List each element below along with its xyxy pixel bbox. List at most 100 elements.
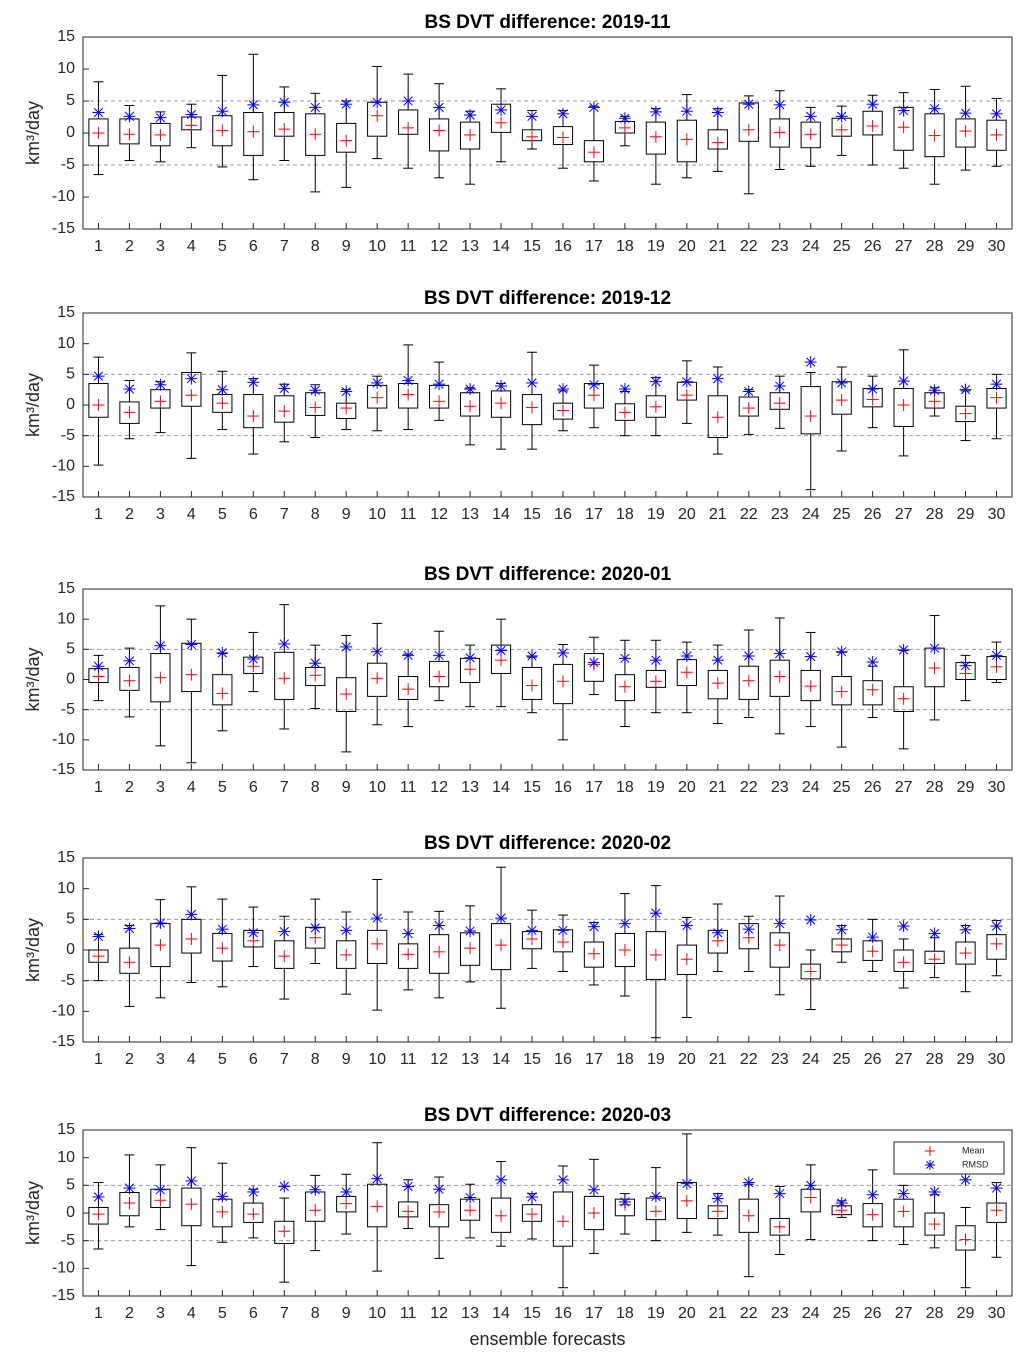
star-d2 [558,1175,568,1185]
box [583,1195,605,1231]
x-tick-label: 7 [280,1305,289,1322]
rmsd-marker [309,101,322,114]
mean-marker [216,1205,229,1218]
star-d2 [155,918,166,928]
x-tick-label: 21 [709,1305,727,1322]
rmsd-marker [804,913,817,926]
y-tick-label: -10 [52,188,75,205]
rmsd-marker [928,102,941,115]
x-tick-label: 25 [833,1305,851,1322]
star-d2 [124,384,135,394]
star-d2 [713,373,723,384]
rmsd-marker [556,646,569,659]
mean-marker [773,670,786,683]
mean-marker [897,121,910,134]
x-tick-label: 16 [554,779,572,796]
rmsd-marker [464,651,477,664]
plot-frame [82,312,1013,498]
star-d2 [93,1192,104,1202]
y-tick-label: 5 [66,366,75,383]
star-d2 [898,105,909,116]
x-tick-label: 15 [523,779,541,796]
x-tick-label: 26 [864,506,882,523]
box [119,666,140,691]
rmsd-marker [866,1188,879,1201]
star-d2 [775,918,785,929]
chart-title: BS DVT difference: 2019-12 [424,288,671,309]
rmsd-marker [990,378,1003,391]
box [274,1220,295,1244]
rmsd-marker [154,111,167,124]
box [769,118,790,148]
chart-title: BS DVT difference: 2020-03 [424,1105,671,1126]
star-d2 [651,1191,661,1202]
x-tick-label: 18 [616,1051,634,1068]
star-d2 [682,377,692,387]
star-d2 [310,923,320,933]
rmsd-marker [742,649,755,662]
star-d2 [186,909,197,920]
rmsd-marker [680,375,693,388]
mean-marker [835,685,848,698]
rmsd-marker [618,652,631,665]
x-tick-label: 13 [461,238,479,255]
star-d2 [960,925,971,935]
rmsd-marker [402,1180,415,1193]
mean-marker [154,1194,167,1207]
rmsd-marker [154,917,167,930]
star-d2 [248,928,258,938]
rmsd-marker [247,376,260,389]
star-d2 [341,99,351,109]
box [181,1187,202,1227]
star-d2 [620,918,630,929]
x-tick-label: 29 [957,506,975,523]
star-d2 [837,925,847,935]
star-d2 [837,378,847,388]
star-d2 [929,1187,940,1197]
rmsd-marker [247,926,260,939]
y-tick-label: 10 [57,880,75,897]
mean-marker [773,939,786,952]
x-tick-label: 26 [864,238,882,255]
star-d2 [248,377,258,387]
box [862,110,883,136]
rmsd-marker [897,104,910,117]
star-d2 [651,107,661,117]
rmsd-marker [402,374,415,387]
star-d2 [744,651,754,661]
rmsd-marker [742,1176,755,1189]
star-d2 [465,1192,475,1203]
x-tick-label: 25 [833,1051,851,1068]
star-d2 [310,1185,320,1195]
mean-marker [371,937,384,950]
star-d2 [960,1175,971,1185]
star-d2 [682,1178,692,1189]
star-d2 [898,921,909,931]
mean-marker [897,692,910,705]
rmsd-marker [92,660,105,673]
x-tick-label: 5 [218,779,227,796]
mean-marker [526,130,539,143]
star-d2 [372,913,382,923]
rmsd-marker [278,637,291,650]
box [274,651,295,700]
box [893,949,914,972]
mean-marker [371,1200,384,1213]
star-d2 [465,926,475,936]
rmsd-marker [649,907,662,920]
star-d2 [186,373,197,384]
mean-marker [866,1208,879,1221]
star-d2 [806,111,816,122]
box [521,394,543,426]
rmsd-marker [464,109,477,122]
x-tick-label: 19 [647,506,665,523]
x-tick-label: 11 [400,238,417,255]
star-d2 [558,925,568,936]
mean-marker [742,1209,755,1222]
mean-marker [185,932,198,945]
x-tick-label: 4 [187,1305,196,1322]
box [738,1198,759,1233]
box [738,665,759,700]
rmsd-marker [371,645,384,658]
rmsd-marker [526,924,539,937]
